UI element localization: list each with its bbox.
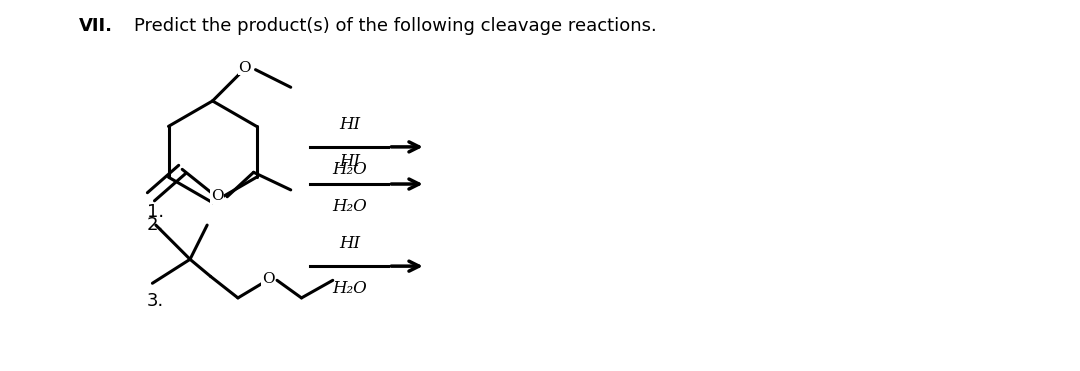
Text: HI: HI <box>339 236 360 252</box>
Text: HI: HI <box>339 116 360 133</box>
Text: 3.: 3. <box>147 292 164 309</box>
Text: HI: HI <box>339 153 360 170</box>
Text: O: O <box>211 189 224 203</box>
Text: 2.: 2. <box>147 216 164 234</box>
Text: H₂O: H₂O <box>332 161 367 178</box>
Text: H₂O: H₂O <box>332 280 367 297</box>
Text: Predict the product(s) of the following cleavage reactions.: Predict the product(s) of the following … <box>134 17 657 35</box>
Text: O: O <box>262 272 274 286</box>
Text: H₂O: H₂O <box>332 198 367 215</box>
Text: O: O <box>239 61 251 75</box>
Text: VII.: VII. <box>79 17 112 35</box>
Text: 1.: 1. <box>147 203 164 221</box>
